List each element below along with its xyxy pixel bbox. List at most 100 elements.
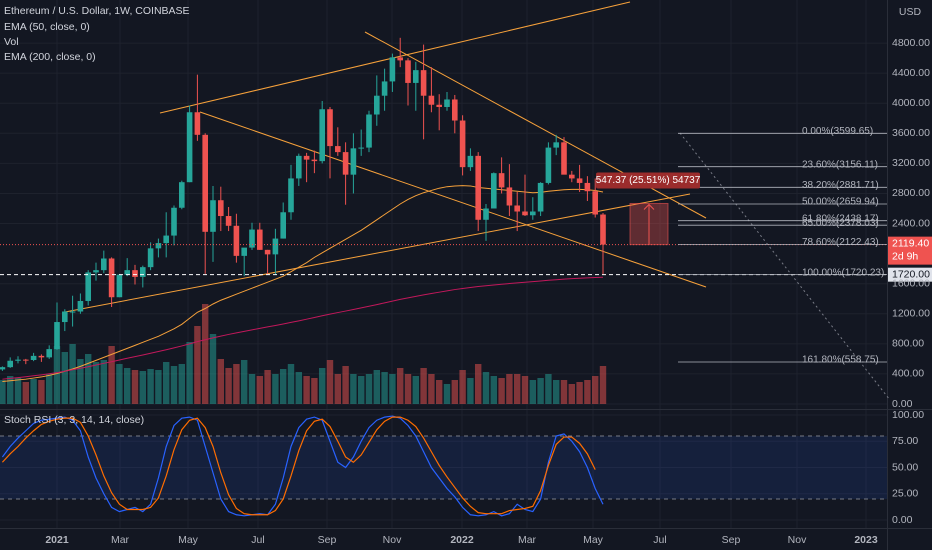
candle-body	[155, 243, 162, 249]
volume-bar	[170, 366, 178, 404]
candle-body	[592, 191, 598, 215]
volume-bar	[365, 374, 373, 404]
candle-body	[264, 249, 271, 255]
volume-bar	[381, 372, 388, 404]
volume-bar	[334, 374, 341, 404]
fib-label: 78.60%(2122.43)	[802, 237, 879, 248]
candle-body	[342, 152, 349, 175]
volume-bar	[53, 346, 61, 404]
fib-label: 161.80%(558.75)	[802, 355, 879, 366]
stoch-line	[1, 415, 604, 517]
x-tick-label: 2023	[854, 534, 878, 546]
y-tick-label: 1600.00	[892, 277, 930, 289]
candle-body	[335, 146, 341, 153]
candle-body	[576, 178, 583, 183]
candle-body	[319, 109, 325, 162]
x-tick-label: 2022	[450, 534, 474, 546]
last-price-box	[888, 236, 932, 265]
axes: 0.00 400.00 800.00 1200.00 1600.00 2400.00 280…	[45, 37, 930, 546]
volume-bar	[428, 374, 435, 404]
volume-bar	[100, 360, 107, 404]
candle-body	[163, 235, 169, 244]
candle-body	[77, 300, 84, 312]
volume-bar	[412, 376, 419, 404]
candle-body	[389, 57, 396, 82]
candle-body	[62, 311, 68, 323]
fib-label: 100.00%(1720.23)	[802, 267, 884, 278]
indicator-label: EMA (50, close, 0)	[4, 21, 90, 33]
candle-body	[327, 109, 333, 147]
candle-body	[545, 147, 552, 183]
candles	[0, 37, 606, 371]
ema-line	[2, 276, 604, 380]
volume-bar	[342, 366, 349, 404]
candle-body	[54, 322, 60, 350]
candle-body	[85, 272, 91, 301]
volume-bar	[108, 346, 115, 404]
volume-bar	[178, 364, 185, 404]
indicator-label: Vol	[4, 36, 19, 48]
candle-body	[420, 70, 427, 96]
candle-body	[124, 270, 130, 275]
candle-body	[280, 212, 286, 239]
candle-body	[225, 216, 232, 226]
volume-bar	[303, 376, 310, 404]
candle-body	[506, 187, 513, 206]
candle-body	[38, 355, 45, 358]
x-tick-label: Jul	[251, 534, 264, 546]
volume-bar	[194, 326, 201, 404]
volume-bar	[592, 376, 599, 404]
volume-bar	[397, 368, 404, 404]
candle-body	[452, 99, 458, 121]
candle-body	[108, 258, 115, 298]
fib-label: 0.00%(3599.65)	[802, 126, 873, 137]
x-tick-label: May	[583, 534, 604, 546]
candle-body	[483, 208, 489, 220]
y-tick-label: 2800.00	[892, 187, 930, 199]
y-tick-label: 50.00	[892, 461, 918, 473]
fib-label: 23.60%(3156.11)	[802, 159, 878, 170]
volume-bar	[0, 380, 6, 404]
x-tick-label: May	[178, 534, 199, 546]
candle-body	[358, 147, 364, 149]
volume-bar	[225, 368, 232, 404]
stoch-band	[0, 436, 887, 499]
trend-line	[64, 193, 691, 313]
candle-body	[30, 355, 37, 361]
volume-bar	[139, 371, 146, 404]
fib-label: 61.80%(2438.17)	[802, 213, 879, 224]
indicator-label: EMA (200, close, 0)	[4, 51, 96, 63]
x-tick-label: 2021	[45, 534, 69, 546]
candle-body	[147, 248, 154, 268]
fib-label: 50.00%(2659.94)	[802, 197, 879, 208]
volume-bar	[22, 382, 29, 404]
y-tick-label: 0.00	[892, 514, 913, 526]
candle-body	[553, 142, 559, 148]
volume-bar	[248, 374, 256, 404]
stoch-line	[1, 416, 596, 516]
volume-bar	[545, 374, 552, 404]
candle-body	[218, 200, 224, 217]
volume-bar	[560, 380, 568, 404]
volume-bar	[46, 374, 53, 404]
oscillator-label: Stoch RSI (3, 3, 14, 14, close)	[4, 414, 144, 426]
y-tick-label: 4400.00	[892, 67, 930, 79]
candle-body	[311, 159, 318, 162]
trend-line	[199, 111, 707, 288]
volume-bar	[498, 378, 505, 404]
candle-body	[140, 267, 146, 277]
candle-body	[584, 182, 591, 192]
volume-bar	[436, 380, 443, 404]
candle-body	[405, 60, 411, 83]
candle-body	[397, 57, 403, 61]
volume-bar	[576, 382, 583, 404]
x-tick-label: Mar	[518, 534, 537, 546]
x-tick-label: Mar	[111, 534, 130, 546]
ema-line	[2, 185, 604, 382]
currency-label: USD	[899, 6, 922, 18]
volume-bar	[358, 376, 365, 404]
y-tick-label: 2400.00	[892, 217, 930, 229]
candle-body	[522, 211, 528, 216]
fib-label: 65.00%(2378.03)	[802, 218, 879, 229]
candle-body	[116, 274, 123, 298]
